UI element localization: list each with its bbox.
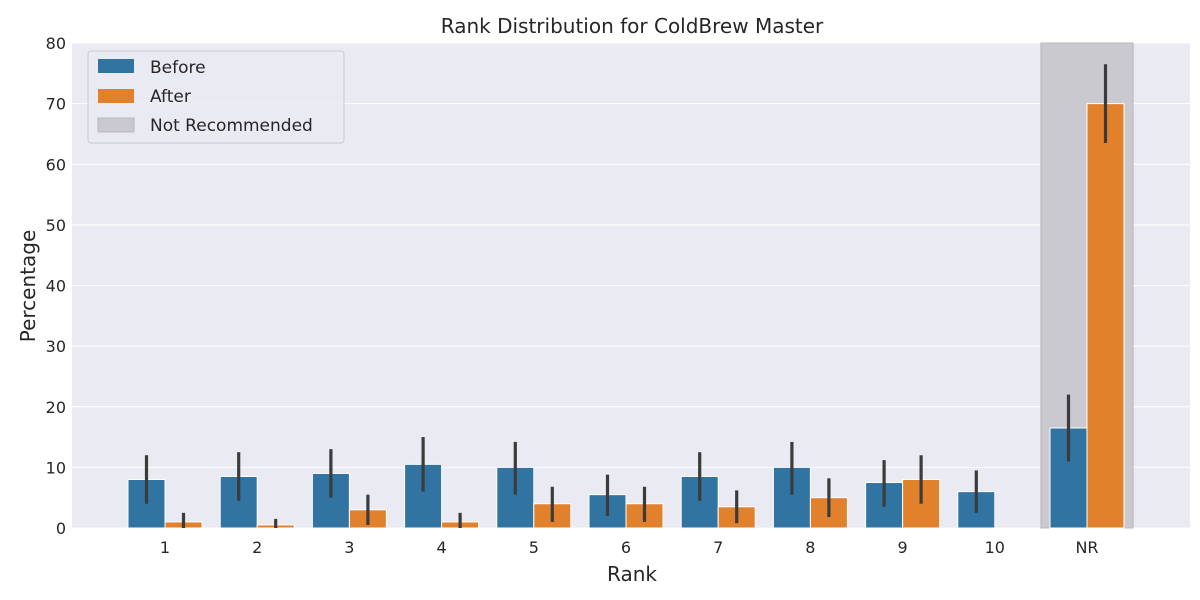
y-tick-label: 0 [56, 519, 66, 538]
x-axis-label: Rank [607, 562, 657, 586]
legend-swatch-before [98, 59, 134, 73]
y-tick-label: 50 [46, 216, 66, 235]
x-tick-label: 2 [252, 538, 262, 557]
bars [127, 103, 1125, 529]
x-tick-label: 10 [985, 538, 1005, 557]
y-tick-label: 40 [46, 277, 66, 296]
x-tick-label: 6 [621, 538, 631, 557]
y-axis-label: Percentage [16, 230, 40, 343]
legend-label-after: After [150, 87, 191, 107]
chart-title: Rank Distribution for ColdBrew Master [441, 14, 824, 38]
legend-swatch-not-recommended [97, 117, 135, 133]
y-tick-labels: 0 10 20 30 40 50 60 70 80 [46, 34, 66, 538]
y-tick-label: 10 [46, 458, 66, 477]
legend: Before After Not Recommended [87, 50, 345, 144]
x-tick-labels: 1 2 3 4 5 6 7 8 9 10 NR [160, 538, 1099, 557]
x-tick-label: 5 [529, 538, 539, 557]
y-tick-label: 80 [46, 34, 66, 53]
y-tick-label: 60 [46, 155, 66, 174]
x-tick-label: NR [1075, 538, 1098, 557]
x-tick-label: 9 [898, 538, 908, 557]
legend-swatch-after [98, 89, 134, 103]
x-tick-label: 1 [160, 538, 170, 557]
x-tick-label: 8 [805, 538, 815, 557]
x-tick-label: 7 [713, 538, 723, 557]
legend-box [87, 50, 345, 144]
y-tick-label: 30 [46, 337, 66, 356]
y-tick-label: 70 [46, 95, 66, 114]
legend-label-not-recommended: Not Recommended [150, 116, 313, 136]
bar-after-nr [1086, 103, 1125, 529]
x-tick-label: 4 [437, 538, 447, 557]
y-tick-label: 20 [46, 398, 66, 417]
x-tick-label: 3 [344, 538, 354, 557]
legend-label-before: Before [150, 58, 206, 78]
error-bars [144, 64, 1108, 528]
